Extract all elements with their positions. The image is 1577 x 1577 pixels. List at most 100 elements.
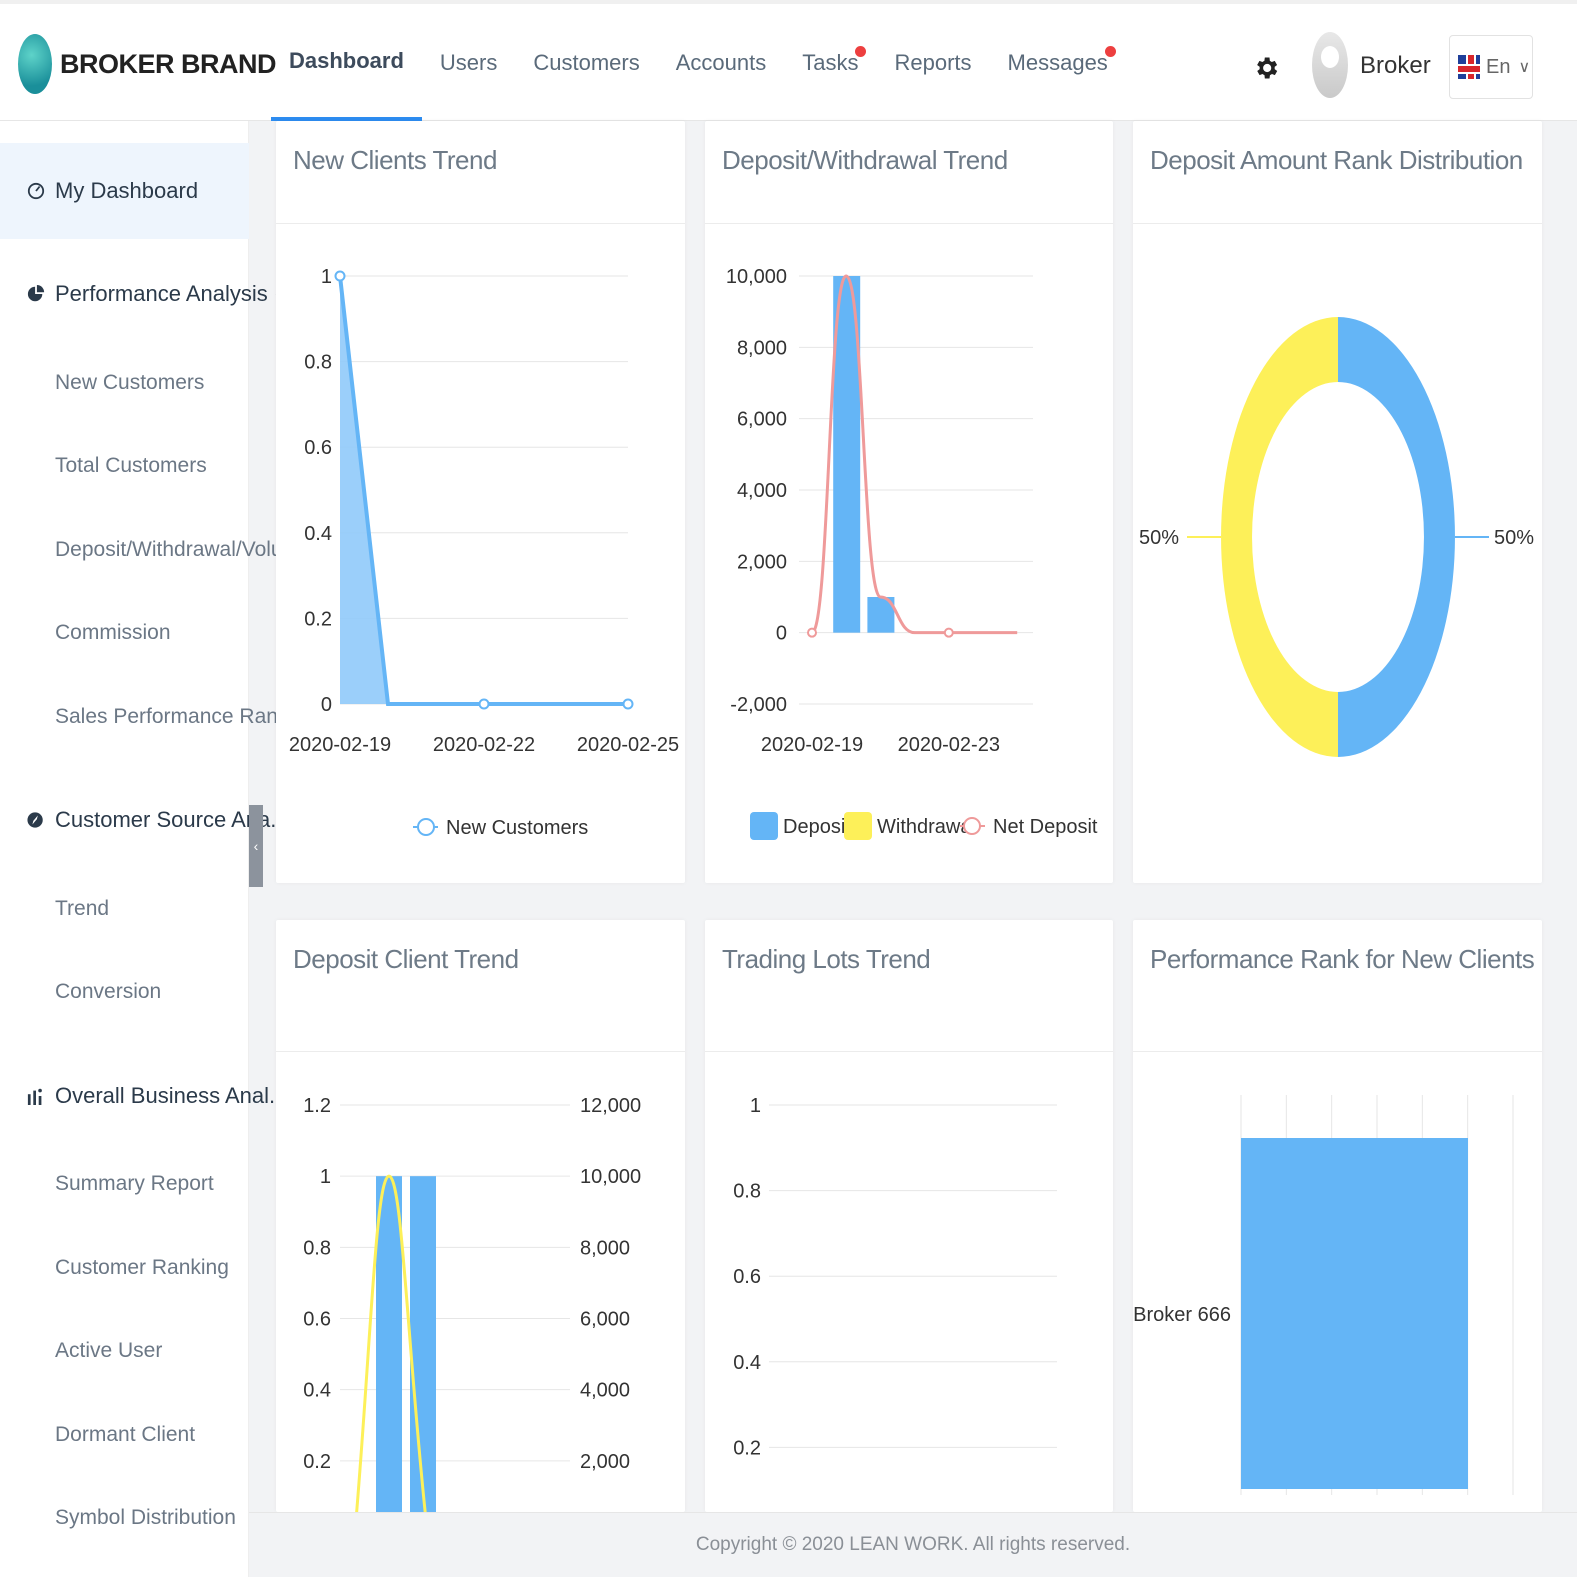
tab-tasks[interactable]: Tasks xyxy=(784,4,876,121)
card-trading-lots-trend: Trading Lots Trend 1 0.8 0.6 0.4 0.2 xyxy=(705,920,1113,1512)
y2-tick-label: 8,000 xyxy=(580,1237,630,1259)
card-title: Deposit/Withdrawal Trend xyxy=(722,145,1008,175)
chevron-down-icon: ∨ xyxy=(1518,59,1531,76)
y-tick-label: 0 xyxy=(776,623,787,645)
brand[interactable]: BROKER BRAND xyxy=(18,34,277,94)
sidebar-item-deposit-withdrawal-volume[interactable]: Deposit/Withdrawal/Volume xyxy=(55,538,312,561)
x-tick-label: 2020-02-25 xyxy=(577,734,679,756)
y-tick-label: 0.6 xyxy=(304,437,332,459)
tab-label: Dashboard xyxy=(289,47,404,73)
y-tick-label: 1 xyxy=(750,1095,761,1117)
main-nav: Dashboard Users Customers Accounts Tasks Repo… xyxy=(271,4,1126,121)
language-select[interactable]: En ∨ xyxy=(1449,35,1533,99)
category-label: Broker 666 xyxy=(1133,1304,1231,1326)
card-performance-rank-new-clients: Performance Rank for New Clients Broker … xyxy=(1133,920,1542,1512)
y-tick-label: 0 xyxy=(321,694,332,716)
sidebar: My Dashboard Performance Analysis^ New Cu… xyxy=(0,121,316,1577)
y-tick-label: 4,000 xyxy=(737,480,787,502)
tab-reports[interactable]: Reports xyxy=(876,4,989,121)
y-tick-label: 2,000 xyxy=(737,551,787,573)
sidebar-item-active-user[interactable]: Active User xyxy=(55,1339,163,1362)
language-label: En xyxy=(1486,55,1511,78)
card-title: Deposit Amount Rank Distribution xyxy=(1150,145,1523,175)
sidebar-item-my-dashboard[interactable]: My Dashboard xyxy=(0,143,249,239)
card-deposit-withdrawal-trend: Deposit/Withdrawal Trend 10,000 8,000 6,00… xyxy=(705,121,1113,883)
y-tick-label: 0.8 xyxy=(303,1237,331,1259)
card-deposit-amount-rank: Deposit Amount Rank Distribution 50% 50% xyxy=(1133,121,1542,883)
y2-tick-label: 10,000 xyxy=(580,1166,641,1188)
legend-label: Deposit xyxy=(783,816,851,838)
net-deposit-line xyxy=(810,274,1018,635)
card-divider xyxy=(705,223,1113,224)
y-tick-label: 0.8 xyxy=(304,352,332,374)
deposit-rank-donut-chart: 50% 50% xyxy=(1139,317,1534,757)
y-tick-label: 1.2 xyxy=(303,1095,331,1117)
card-divider xyxy=(705,1051,1113,1052)
y-tick-label: -2,000 xyxy=(730,694,787,716)
card-title: New Clients Trend xyxy=(293,145,497,175)
tab-messages[interactable]: Messages xyxy=(990,4,1126,121)
y2-tick-label: 12,000 xyxy=(580,1095,641,1117)
y-tick-label: 6,000 xyxy=(737,409,787,431)
card-divider xyxy=(1133,223,1542,224)
y-tick-label: 0.2 xyxy=(304,608,332,630)
brand-name: BROKER BRAND xyxy=(60,48,277,79)
card-deposit-client-trend: Deposit Client Trend 1.2 12,000 1 10,000 0.8… xyxy=(276,920,685,1512)
sidebar-item-conversion[interactable]: Conversion xyxy=(55,980,162,1003)
sidebar-item-total-customers[interactable]: Total Customers xyxy=(55,454,207,477)
y-tick-label: 0.2 xyxy=(303,1451,331,1473)
data-point xyxy=(622,698,634,710)
x-tick-label: 2020-02-19 xyxy=(761,734,863,756)
notification-dot xyxy=(855,46,867,57)
sidebar-item-dormant-client[interactable]: Dormant Client xyxy=(55,1423,196,1446)
tab-dashboard[interactable]: Dashboard xyxy=(271,4,422,121)
net-deposit-point xyxy=(943,627,954,638)
sidebar-item-trend[interactable]: Trend xyxy=(55,897,110,920)
sidebar-group-label: Performance Analysis xyxy=(55,281,268,306)
net-deposit-point xyxy=(807,627,817,638)
tab-users[interactable]: Users xyxy=(422,4,515,121)
gear-icon[interactable] xyxy=(1252,48,1280,88)
notification-dot xyxy=(1104,46,1116,57)
deposit-amount-line xyxy=(355,1174,427,1512)
sidebar-item-sales-performance-ranking[interactable]: Sales Performance Ranking xyxy=(55,705,317,728)
tab-label: Accounts xyxy=(675,49,767,75)
series-line xyxy=(338,275,628,706)
sidebar-group-3[interactable]: Overall Business Anal...^ xyxy=(27,1083,302,1109)
y-tick-label: 1 xyxy=(321,266,332,288)
y-tick-label: 0.6 xyxy=(733,1266,761,1288)
trading-lots-chart: 1 0.8 0.6 0.4 0.2 xyxy=(733,1095,1057,1459)
card-title: Trading Lots Trend xyxy=(722,944,931,974)
pie-chart-icon xyxy=(27,285,45,302)
donut-slice xyxy=(1221,317,1338,757)
sidebar-item-new-customers[interactable]: New Customers xyxy=(55,371,205,394)
sidebar-item-customer-ranking[interactable]: Customer Ranking xyxy=(55,1256,229,1279)
legend-marker xyxy=(417,818,435,836)
tab-accounts[interactable]: Accounts xyxy=(658,4,785,121)
footer-copyright: Copyright © 2020 LEAN WORK. All rights r… xyxy=(249,1512,1577,1577)
legend-label: New Customers xyxy=(446,817,588,839)
sidebar-item-commission[interactable]: Commission xyxy=(55,621,171,644)
y-tick-label: 0.4 xyxy=(304,523,332,545)
sidebar-group-1[interactable]: Performance Analysis^ xyxy=(27,281,282,307)
card-title: Deposit Client Trend xyxy=(293,944,519,974)
compass-icon xyxy=(27,812,43,828)
tab-label: Messages xyxy=(1007,49,1108,75)
deposit-withdrawal-chart: 10,000 8,000 6,000 4,000 2,000 0 -2,000 2020-02… xyxy=(726,266,1098,840)
tab-customers[interactable]: Customers xyxy=(515,4,657,121)
sidebar-item-summary-report[interactable]: Summary Report xyxy=(55,1172,214,1195)
y2-tick-label: 4,000 xyxy=(580,1380,630,1402)
sidebar-item-label: My Dashboard xyxy=(55,178,199,203)
tab-label: Tasks xyxy=(802,49,859,75)
username[interactable]: Broker xyxy=(1360,52,1431,79)
card-title: Performance Rank for New Clients xyxy=(1150,944,1535,974)
slice-label: 50% xyxy=(1139,527,1179,549)
card-divider xyxy=(276,1051,685,1052)
legend-label: Net Deposit xyxy=(993,816,1098,838)
rank-bar xyxy=(1241,1138,1468,1489)
sidebar-item-symbol-distribution[interactable]: Symbol Distribution xyxy=(55,1506,236,1529)
sidebar-collapse-button[interactable]: ‹ xyxy=(249,805,263,887)
avatar[interactable] xyxy=(1312,32,1348,98)
deposit-client-chart: 1.2 12,000 1 10,000 0.8 8,000 0.6 6,000 0.4 4,000… xyxy=(303,1095,641,1512)
y-tick-label: 0.4 xyxy=(303,1380,331,1402)
